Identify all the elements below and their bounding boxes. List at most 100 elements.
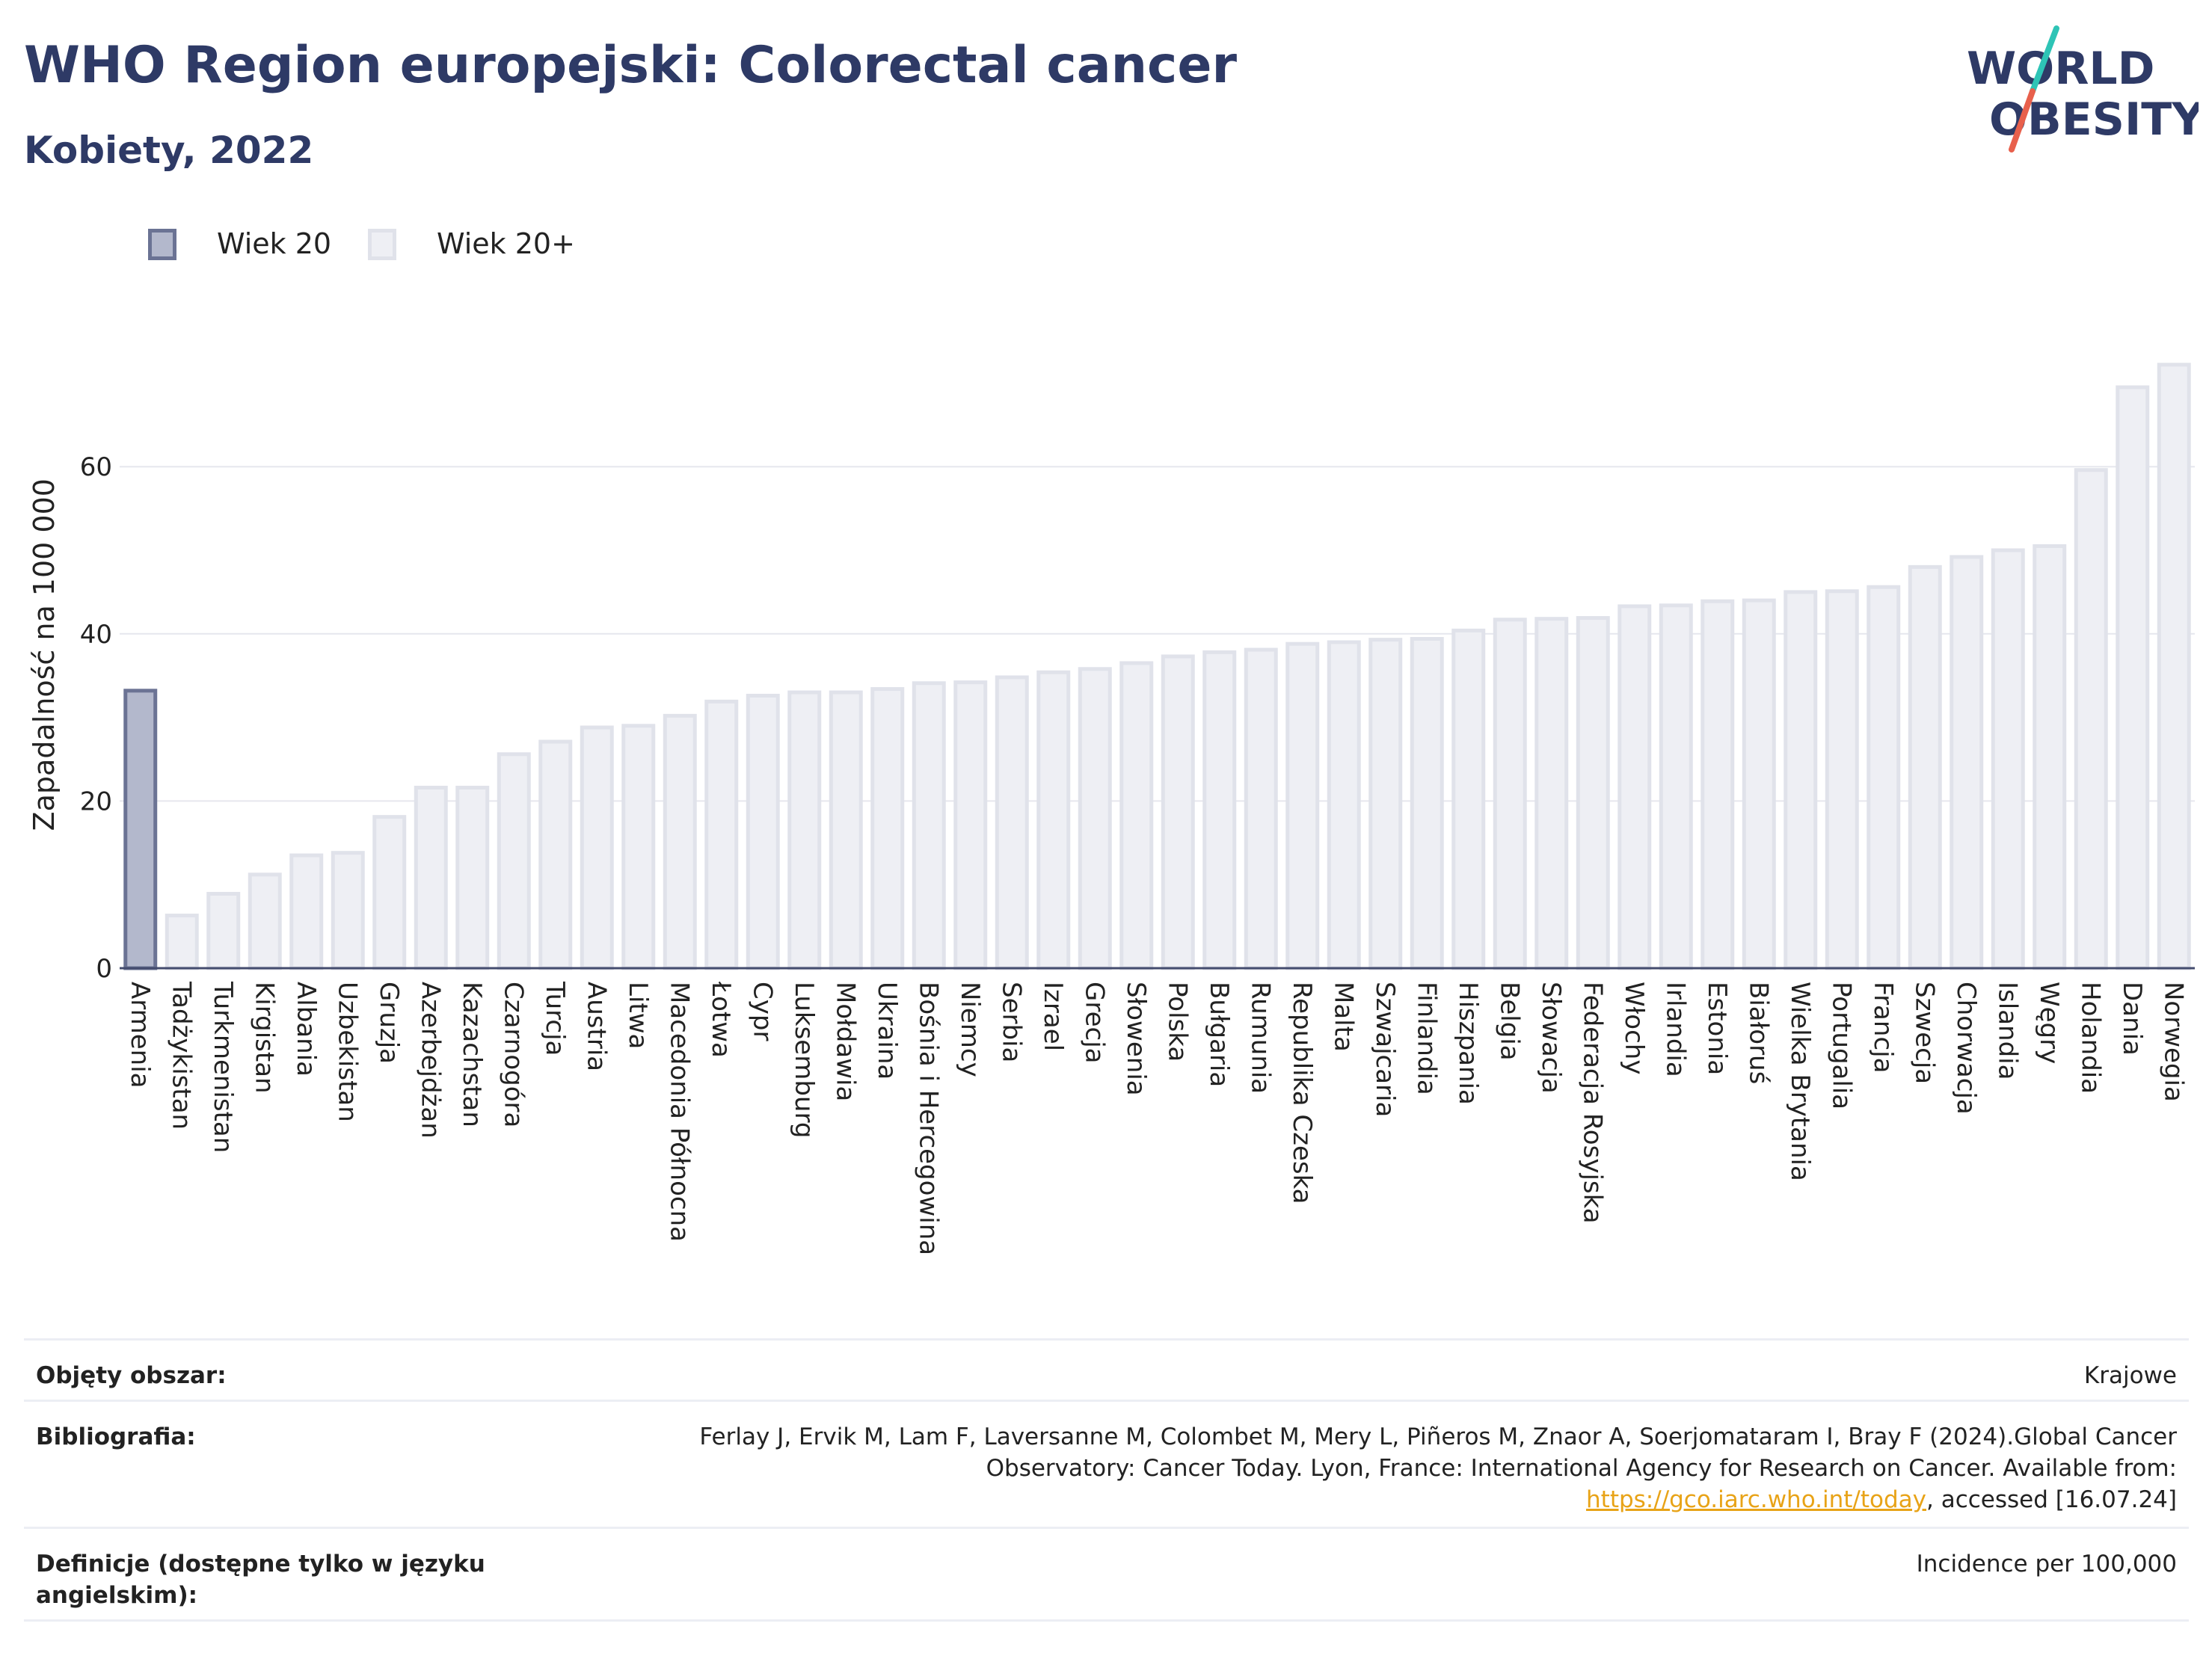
bar-48[interactable] bbox=[2074, 468, 2108, 970]
bar-3[interactable] bbox=[206, 891, 241, 970]
bar-45[interactable] bbox=[1950, 555, 1984, 970]
info-value-coverage: Krajowe bbox=[2083, 1362, 2177, 1389]
bar-44[interactable] bbox=[1908, 564, 1942, 970]
bar-9[interactable] bbox=[455, 786, 490, 970]
x-tick-label: Macedonia Północna bbox=[664, 982, 694, 1242]
info-row-coverage: Objęty obszar: Krajowe bbox=[24, 1338, 2189, 1402]
bar-36[interactable] bbox=[1576, 616, 1610, 970]
bar-33[interactable] bbox=[1451, 628, 1486, 970]
logo-line1: WORLD bbox=[1967, 43, 2154, 95]
bar-14[interactable] bbox=[663, 713, 697, 970]
bar-20[interactable] bbox=[912, 681, 946, 970]
chart-title: WHO Region europejski: Colorectal cancer bbox=[24, 36, 1237, 95]
x-tick-label: Wielka Brytania bbox=[1785, 982, 1815, 1181]
chart-subtitle: Kobiety, 2022 bbox=[24, 129, 314, 172]
x-tick-label: Islandia bbox=[1992, 982, 2022, 1080]
bar-13[interactable] bbox=[621, 724, 656, 970]
logo-accent-teal bbox=[2030, 25, 2059, 94]
x-tick-label: Serbia bbox=[996, 982, 1026, 1062]
bar-8[interactable] bbox=[414, 786, 448, 970]
bar-21[interactable] bbox=[953, 680, 988, 970]
x-tick-label: Bułgaria bbox=[1204, 982, 1234, 1087]
x-tick-label: Mołdawia bbox=[830, 982, 860, 1101]
bar-29[interactable] bbox=[1285, 641, 1320, 970]
x-tick-label: Niemcy bbox=[955, 982, 985, 1077]
x-tick-label: Rumunia bbox=[1245, 982, 1275, 1094]
bar-47[interactable] bbox=[2033, 544, 2067, 970]
bar-22[interactable] bbox=[995, 675, 1029, 970]
x-tick-label: Azerbejdżan bbox=[415, 982, 445, 1139]
bar-39[interactable] bbox=[1701, 599, 1735, 970]
bar-19[interactable] bbox=[870, 687, 905, 970]
x-tick-label: Litwa bbox=[623, 982, 653, 1049]
x-tick-label: Włochy bbox=[1619, 982, 1649, 1074]
bar-2[interactable] bbox=[165, 914, 199, 970]
x-tick-label: Kazachstan bbox=[457, 982, 487, 1127]
bar-5[interactable] bbox=[289, 853, 324, 970]
bar-42[interactable] bbox=[1825, 589, 1859, 970]
bar-27[interactable] bbox=[1202, 650, 1237, 970]
x-tick-label: Słowacja bbox=[1536, 982, 1566, 1094]
bar-6[interactable] bbox=[331, 851, 365, 970]
bar-11[interactable] bbox=[538, 739, 573, 970]
x-tick-label: Tadżykistan bbox=[166, 981, 196, 1130]
bar-28[interactable] bbox=[1244, 647, 1278, 970]
x-tick-label: Polska bbox=[1162, 982, 1192, 1062]
bar-37[interactable] bbox=[1617, 604, 1652, 970]
bar-4[interactable] bbox=[248, 872, 282, 970]
x-tick-label: Izrael bbox=[1038, 982, 1068, 1051]
bar-49[interactable] bbox=[2116, 385, 2150, 970]
bar-15[interactable] bbox=[704, 699, 739, 970]
bar-18[interactable] bbox=[829, 690, 863, 970]
x-tick-label: Portugalia bbox=[1826, 982, 1856, 1109]
bar-40[interactable] bbox=[1742, 598, 1776, 970]
info-value-bibliography: Ferlay J, Ervik M, Lam F, Laversanne M, … bbox=[681, 1421, 2177, 1515]
x-tick-label: Węgry bbox=[2034, 982, 2064, 1064]
bar-24[interactable] bbox=[1078, 667, 1112, 970]
bar-34[interactable] bbox=[1493, 618, 1527, 970]
x-tick-label: Francja bbox=[1868, 982, 1898, 1073]
x-tick-label: Luksemburg bbox=[789, 982, 819, 1138]
x-tick-label: Turcja bbox=[540, 981, 570, 1056]
x-tick-label: Belgia bbox=[1494, 982, 1524, 1061]
legend-label-wiek-20-plus: Wiek 20+ bbox=[437, 227, 575, 260]
y-tick-label: 0 bbox=[96, 954, 112, 984]
info-row-definitions: Definicje (dostępne tylko w języku angie… bbox=[24, 1527, 2189, 1622]
x-tick-label: Ukraina bbox=[872, 982, 902, 1080]
x-tick-label: Słowenia bbox=[1121, 982, 1151, 1096]
bar-17[interactable] bbox=[787, 690, 822, 970]
bar-30[interactable] bbox=[1327, 640, 1361, 970]
info-label-coverage: Objęty obszar: bbox=[36, 1362, 227, 1389]
world-obesity-logo: WORLD OBESITY bbox=[1967, 25, 2199, 153]
x-tick-label: Hiszpania bbox=[1453, 982, 1483, 1105]
bar-25[interactable] bbox=[1119, 661, 1154, 970]
bar-7[interactable] bbox=[372, 815, 407, 970]
bar-32[interactable] bbox=[1410, 637, 1444, 970]
x-tick-label: Bośnia i Hercegowina bbox=[913, 982, 943, 1255]
x-tick-label: Uzbekistan bbox=[332, 982, 362, 1122]
bar-23[interactable] bbox=[1036, 670, 1071, 970]
legend-label-wiek-20: Wiek 20 bbox=[217, 227, 332, 260]
bar-31[interactable] bbox=[1368, 638, 1403, 970]
bar-41[interactable] bbox=[1784, 590, 1818, 970]
bar-46[interactable] bbox=[1991, 548, 2025, 970]
bar-43[interactable] bbox=[1867, 585, 1901, 970]
bar-16[interactable] bbox=[746, 694, 780, 970]
bar-chart: 0 20 40 60 Zapadalność na 100 000 Armenia Tadż… bbox=[28, 363, 2195, 1255]
bibliography-link[interactable]: https://gco.iarc.who.int/today bbox=[1586, 1486, 1926, 1513]
bar-10[interactable] bbox=[497, 752, 531, 970]
bar-50[interactable] bbox=[2157, 363, 2191, 970]
x-tick-label: Czarnogóra bbox=[498, 982, 528, 1127]
x-tick-label: Chorwacja bbox=[1951, 982, 1981, 1115]
x-tick-label: Republika Czeska bbox=[1287, 982, 1317, 1204]
x-tick-label: Gruzja bbox=[374, 982, 404, 1064]
legend-swatch-wiek-20 bbox=[148, 229, 176, 260]
x-tick-label: Holandia bbox=[2075, 982, 2105, 1094]
x-tick-label: Norwegia bbox=[2158, 982, 2188, 1102]
bar-1[interactable] bbox=[123, 689, 158, 970]
x-tick-label: Cypr bbox=[747, 982, 777, 1041]
bar-26[interactable] bbox=[1161, 654, 1195, 970]
bar-12[interactable] bbox=[580, 725, 614, 970]
bar-38[interactable] bbox=[1659, 603, 1693, 970]
bar-35[interactable] bbox=[1534, 617, 1569, 970]
